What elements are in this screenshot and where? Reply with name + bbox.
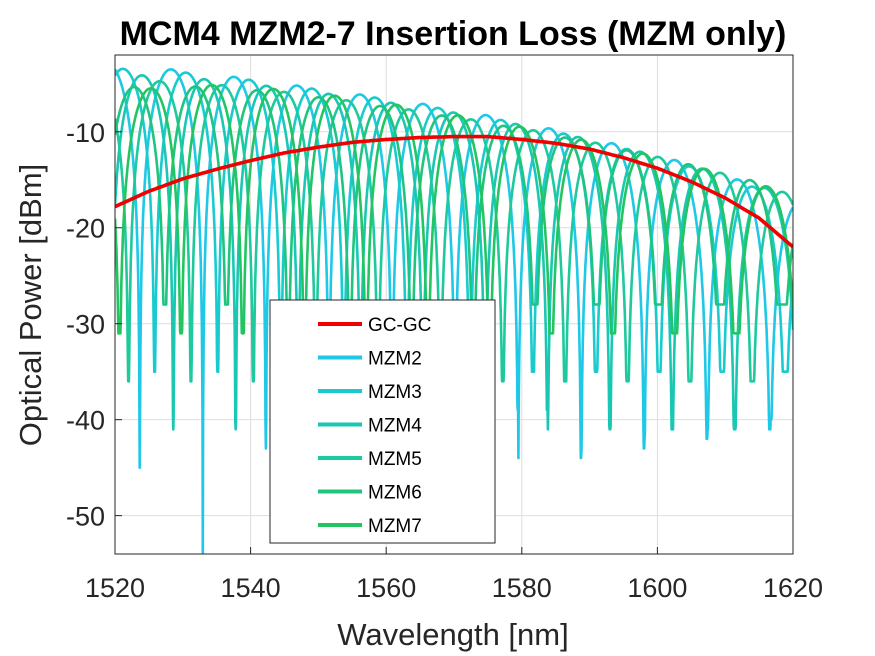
x-tick-label: 1600 (627, 573, 687, 603)
plot-frame (114, 54, 794, 555)
legend-label-mzm6: MZM6 (368, 483, 422, 504)
series-line-mzm4 (115, 74, 793, 431)
x-tick-label: 1580 (492, 573, 552, 603)
x-tick-label: 1520 (85, 573, 145, 603)
legend-label-mzm3: MZM3 (368, 382, 422, 403)
series-line-mzm7 (115, 83, 793, 335)
legend: GC-GC MZM2 MZM3 MZM4 MZM5 MZM6 MZM7 (269, 299, 496, 544)
legend-label-mzm5: MZM5 (368, 449, 422, 470)
y-tick-label: -30 (66, 310, 105, 340)
legend-label-gc-gc: GC-GC (368, 315, 431, 336)
x-tick-label: 1620 (763, 573, 823, 603)
y-axis-label: Optical Power [dBm] (13, 164, 48, 447)
y-tick-label: -10 (66, 118, 105, 148)
series-line-mzm6 (115, 85, 793, 306)
legend-label-mzm7: MZM7 (368, 516, 422, 537)
x-axis-label: Wavelength [nm] (337, 617, 568, 652)
series-line-mzm5 (115, 79, 793, 383)
legend-box (269, 299, 496, 544)
y-tick-label: -20 (66, 214, 105, 244)
x-tick-label: 1560 (356, 573, 416, 603)
x-tick-label: 1540 (221, 573, 281, 603)
legend-label-mzm2: MZM2 (368, 349, 422, 370)
series-line-gc-gc (115, 134, 793, 249)
y-tick-label: -50 (66, 502, 105, 532)
chart-title: MCM4 MZM2-7 Insertion Loss (MZM only) (120, 15, 787, 53)
legend-label-mzm4: MZM4 (368, 416, 422, 437)
y-tick-label: -40 (66, 406, 105, 436)
axes: 1520 1540 1560 1580 1600 1620 -50 -40 -30 -20 -10 (66, 54, 823, 603)
